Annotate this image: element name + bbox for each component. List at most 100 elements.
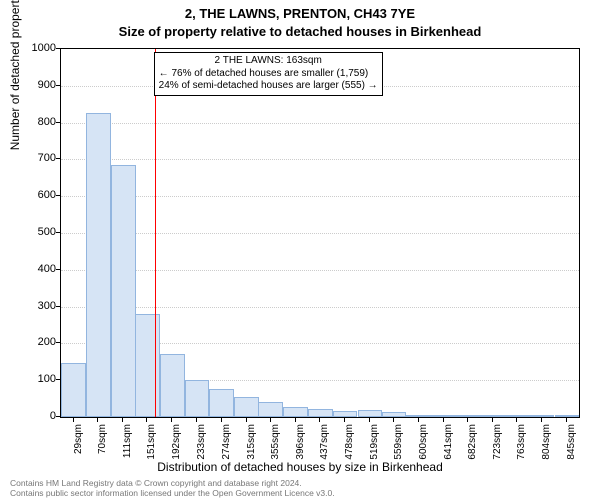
y-tick-label: 300 <box>16 300 56 312</box>
y-tick-mark <box>56 416 60 417</box>
x-tick-mark <box>418 418 419 422</box>
y-tick-mark <box>56 48 60 49</box>
histogram-bar <box>111 165 136 417</box>
y-tick-label: 1000 <box>16 42 56 54</box>
y-tick-label: 0 <box>16 410 56 422</box>
histogram-bar <box>308 409 333 417</box>
y-axis-label: Number of detached properties <box>8 0 22 150</box>
attribution-footer: Contains HM Land Registry data © Crown c… <box>10 479 335 498</box>
histogram-bar <box>185 380 210 417</box>
x-tick-label: 723sqm <box>492 424 503 474</box>
histogram-bar <box>333 411 358 417</box>
x-tick-mark <box>492 418 493 422</box>
x-tick-label: 151sqm <box>146 424 157 474</box>
histogram-bar <box>135 314 160 417</box>
gridline <box>61 233 579 234</box>
x-tick-label: 355sqm <box>270 424 281 474</box>
y-tick-mark <box>56 195 60 196</box>
gridline <box>61 270 579 271</box>
x-tick-mark <box>122 418 123 422</box>
histogram-bar <box>431 415 456 417</box>
histogram-bar <box>61 363 86 417</box>
histogram-bar <box>258 402 283 417</box>
x-tick-mark <box>566 418 567 422</box>
histogram-bar <box>86 113 111 417</box>
x-tick-label: 682sqm <box>467 424 478 474</box>
footer-line-2: Contains public sector information licen… <box>10 489 335 498</box>
gridline <box>61 159 579 160</box>
histogram-bar <box>406 415 431 417</box>
x-tick-mark <box>541 418 542 422</box>
y-tick-mark <box>56 232 60 233</box>
gridline <box>61 123 579 124</box>
histogram-bar <box>382 412 407 417</box>
x-tick-label: 192sqm <box>171 424 182 474</box>
y-tick-mark <box>56 342 60 343</box>
histogram-bar <box>160 354 185 417</box>
annotation-box: 2 THE LAWNS: 163sqm← 76% of detached hou… <box>154 52 383 96</box>
gridline <box>61 196 579 197</box>
histogram-bar <box>358 410 383 417</box>
histogram-bar <box>234 397 259 417</box>
reference-line <box>155 49 156 417</box>
x-tick-label: 763sqm <box>516 424 527 474</box>
x-tick-mark <box>369 418 370 422</box>
x-tick-label: 437sqm <box>319 424 330 474</box>
gridline <box>61 307 579 308</box>
x-tick-label: 111sqm <box>122 424 133 474</box>
x-tick-mark <box>171 418 172 422</box>
y-tick-mark <box>56 269 60 270</box>
x-tick-label: 315sqm <box>246 424 257 474</box>
histogram-chart <box>60 48 580 418</box>
y-tick-mark <box>56 85 60 86</box>
x-tick-mark <box>221 418 222 422</box>
x-tick-label: 274sqm <box>221 424 232 474</box>
x-tick-mark <box>146 418 147 422</box>
x-tick-mark <box>97 418 98 422</box>
x-tick-label: 641sqm <box>443 424 454 474</box>
histogram-bar <box>283 407 308 417</box>
y-tick-label: 400 <box>16 263 56 275</box>
y-tick-mark <box>56 306 60 307</box>
histogram-bar <box>456 415 481 417</box>
x-tick-mark <box>516 418 517 422</box>
y-tick-mark <box>56 158 60 159</box>
x-tick-mark <box>393 418 394 422</box>
x-tick-mark <box>344 418 345 422</box>
x-tick-label: 559sqm <box>393 424 404 474</box>
y-tick-label: 200 <box>16 336 56 348</box>
histogram-bar <box>209 389 234 417</box>
y-tick-label: 700 <box>16 152 56 164</box>
x-tick-label: 600sqm <box>418 424 429 474</box>
title-line-1: 2, THE LAWNS, PRENTON, CH43 7YE <box>0 6 600 21</box>
x-tick-mark <box>270 418 271 422</box>
histogram-bar <box>530 415 555 417</box>
y-tick-label: 100 <box>16 373 56 385</box>
y-tick-mark <box>56 122 60 123</box>
histogram-bar <box>555 415 580 417</box>
y-tick-label: 800 <box>16 116 56 128</box>
x-tick-mark <box>246 418 247 422</box>
y-tick-mark <box>56 379 60 380</box>
x-tick-label: 804sqm <box>541 424 552 474</box>
histogram-bar <box>505 415 530 417</box>
histogram-bar <box>481 415 506 417</box>
x-tick-mark <box>467 418 468 422</box>
annotation-line: ← 76% of detached houses are smaller (1,… <box>159 68 378 81</box>
x-tick-label: 845sqm <box>566 424 577 474</box>
y-tick-label: 600 <box>16 189 56 201</box>
annotation-line: 24% of semi-detached houses are larger (… <box>159 80 378 93</box>
annotation-line: 2 THE LAWNS: 163sqm <box>159 55 378 68</box>
x-tick-mark <box>196 418 197 422</box>
x-tick-label: 70sqm <box>97 424 108 474</box>
y-tick-label: 900 <box>16 79 56 91</box>
x-tick-label: 478sqm <box>344 424 355 474</box>
y-tick-label: 500 <box>16 226 56 238</box>
x-tick-mark <box>319 418 320 422</box>
x-tick-label: 29sqm <box>73 424 84 474</box>
x-tick-mark <box>443 418 444 422</box>
x-tick-label: 396sqm <box>295 424 306 474</box>
x-tick-label: 519sqm <box>369 424 380 474</box>
x-tick-mark <box>295 418 296 422</box>
x-tick-mark <box>73 418 74 422</box>
